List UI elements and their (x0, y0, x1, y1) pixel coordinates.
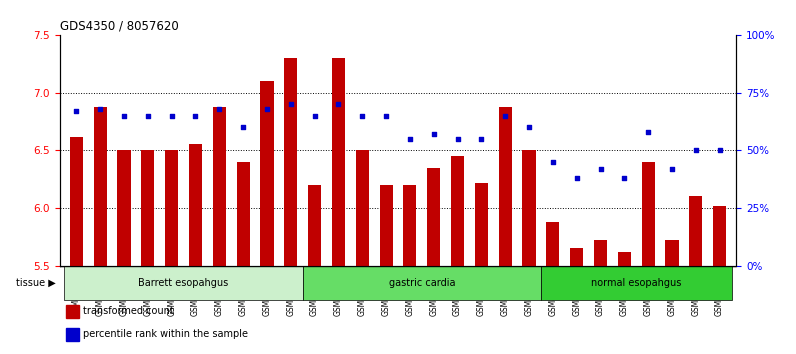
Point (547, 159, 560, 165)
Bar (332, 58, 345, 266)
Bar (356, 150, 369, 266)
Point (142, 113, 154, 119)
Point (404, 136, 416, 142)
Point (665, 166, 678, 172)
Bar (189, 144, 202, 266)
Bar (302, 266, 541, 300)
Bar (94, 107, 107, 266)
Point (189, 113, 202, 119)
Bar (66, 328, 79, 341)
Point (284, 102, 297, 107)
Point (356, 113, 369, 119)
Bar (642, 162, 654, 266)
Bar (142, 150, 154, 266)
Point (94, 106, 107, 112)
Point (427, 131, 440, 137)
Point (70, 108, 83, 114)
Point (499, 113, 512, 119)
Bar (451, 156, 464, 266)
Bar (308, 185, 321, 266)
Text: gastric cardia: gastric cardia (388, 278, 455, 288)
Text: tissue ▶: tissue ▶ (16, 278, 56, 288)
Bar (404, 185, 416, 266)
Bar (213, 107, 226, 266)
Bar (260, 81, 274, 266)
Text: normal esopahgus: normal esopahgus (591, 278, 681, 288)
Point (118, 113, 131, 119)
Point (213, 106, 226, 112)
Text: percentile rank within the sample: percentile rank within the sample (84, 330, 248, 339)
Point (523, 125, 536, 130)
Bar (284, 58, 298, 266)
Bar (665, 240, 678, 266)
Bar (570, 248, 583, 266)
Point (713, 148, 726, 153)
Point (475, 136, 488, 142)
Bar (618, 252, 631, 266)
Point (236, 125, 249, 130)
Point (689, 148, 702, 153)
Point (570, 175, 583, 181)
Bar (70, 137, 83, 266)
Bar (66, 305, 79, 318)
Bar (689, 196, 702, 266)
Point (594, 166, 607, 172)
Bar (475, 183, 488, 266)
Point (618, 175, 630, 181)
Bar (498, 107, 512, 266)
Text: transformed count: transformed count (84, 307, 174, 316)
Point (380, 113, 392, 119)
Bar (118, 150, 131, 266)
Bar (64, 266, 302, 300)
Bar (380, 185, 392, 266)
Bar (713, 206, 726, 266)
Bar (165, 150, 178, 266)
Bar (522, 150, 536, 266)
Point (166, 113, 178, 119)
Point (332, 102, 345, 107)
Point (308, 113, 321, 119)
Bar (427, 168, 440, 266)
Point (642, 129, 654, 135)
Point (260, 106, 273, 112)
Bar (236, 162, 250, 266)
Point (451, 136, 464, 142)
Bar (594, 240, 607, 266)
Bar (541, 266, 732, 300)
Bar (546, 222, 560, 266)
Text: GDS4350 / 8057620: GDS4350 / 8057620 (60, 20, 178, 33)
Text: Barrett esopahgus: Barrett esopahgus (139, 278, 228, 288)
